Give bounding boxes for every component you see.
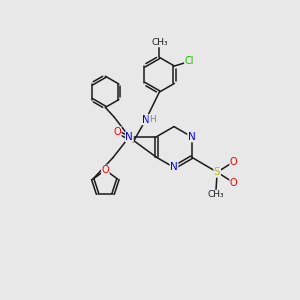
Text: N: N <box>188 132 196 142</box>
Text: O: O <box>230 157 238 167</box>
Text: H: H <box>149 115 156 124</box>
Text: N: N <box>125 132 133 142</box>
Text: Cl: Cl <box>185 56 194 67</box>
Text: O: O <box>113 127 121 137</box>
Text: CH₃: CH₃ <box>151 38 168 47</box>
Text: CH₃: CH₃ <box>207 190 224 199</box>
Text: O: O <box>230 178 238 188</box>
Text: S: S <box>214 167 220 177</box>
Text: N: N <box>142 115 150 125</box>
Text: N: N <box>170 162 178 172</box>
Text: O: O <box>101 165 109 175</box>
